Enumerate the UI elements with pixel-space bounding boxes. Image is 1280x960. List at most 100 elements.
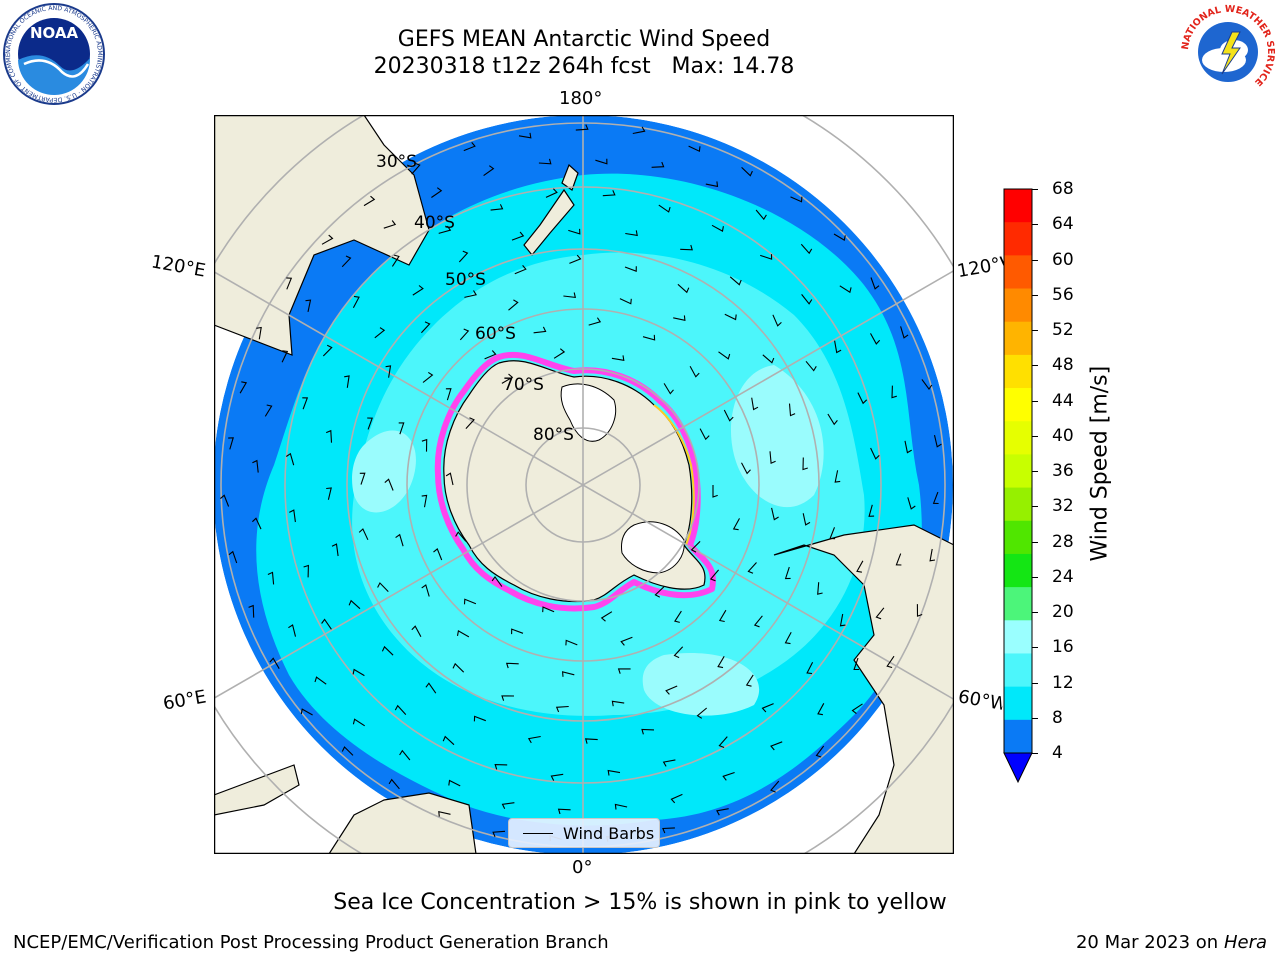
colorbar-tick-mark <box>1032 753 1038 754</box>
wind-barb <box>442 735 455 746</box>
wind-barb <box>722 771 735 781</box>
wind-barb <box>625 230 638 237</box>
wind-barb <box>391 254 400 267</box>
wind-barb <box>494 764 508 770</box>
wind-barb <box>445 388 452 401</box>
wind-barb <box>501 802 515 810</box>
wind-barb <box>492 830 506 838</box>
wind-barbs <box>220 124 942 842</box>
wind-barb <box>465 417 475 429</box>
wind-barb <box>751 397 759 411</box>
wind-barb <box>895 553 902 566</box>
credit-branch: NCEP/EMC/Verification Post Processing Pr… <box>13 932 609 953</box>
wind-barb <box>716 808 729 816</box>
wind-barb <box>689 365 700 378</box>
wind-barb <box>834 470 841 483</box>
wind-barb <box>670 793 683 804</box>
wind-barb <box>352 668 365 677</box>
wind-barb <box>688 145 701 153</box>
lat-label-50s: 50°S <box>445 270 486 290</box>
wind-barb <box>762 354 775 364</box>
colorbar-tick-mark <box>1032 471 1038 472</box>
colorbar-cell <box>1004 587 1032 621</box>
colorbar-tick-label: 28 <box>1052 531 1074 552</box>
colorbar-tick-label: 36 <box>1052 461 1074 481</box>
wind-barb <box>632 126 646 135</box>
colorbar-cell <box>1004 553 1032 588</box>
wind-barb <box>464 290 477 298</box>
wind-barb <box>377 582 389 592</box>
colorbar-tick-mark <box>1032 330 1038 331</box>
wind-barb <box>711 224 724 232</box>
wind-barb <box>933 434 942 448</box>
wind-barb <box>784 566 791 580</box>
colorbar-tick-label: 4 <box>1052 743 1063 763</box>
noaa-logo: NATIONAL OCEANIC AND ATMOSPHERIC ADMINIS… <box>2 2 105 105</box>
wind-barb <box>463 142 476 152</box>
wind-barb <box>833 233 846 241</box>
colorbar-tick-mark <box>1032 400 1038 402</box>
wind-barb <box>491 575 503 587</box>
wind-barb <box>501 695 515 701</box>
credit-date: 20 Mar 2023 on Hera <box>1076 932 1267 953</box>
colorbar-extend-min <box>1003 752 1033 784</box>
wind-barb <box>788 403 796 417</box>
wind-barb <box>302 397 309 410</box>
wind-barb <box>929 548 936 562</box>
wind-barb <box>718 351 731 360</box>
wind-barb <box>709 569 720 582</box>
wind-barb <box>553 348 566 359</box>
wind-barb <box>269 657 280 669</box>
wind-barb <box>385 365 392 378</box>
wind-barb <box>561 671 575 677</box>
wind-barb <box>900 326 909 339</box>
colorbar-tick-mark <box>1032 365 1038 367</box>
wind-barb <box>421 438 428 452</box>
colorbar-tick-label: 48 <box>1052 355 1074 376</box>
africa-land <box>328 792 477 854</box>
colorbar-cell <box>1004 520 1032 555</box>
wind-barb <box>619 298 632 305</box>
colorbar-cell <box>1004 487 1032 522</box>
wind-barb <box>399 749 411 761</box>
wind-barb <box>805 360 817 372</box>
wind-barb <box>705 181 719 188</box>
wind-barb <box>815 745 825 758</box>
wind-barb <box>285 452 295 466</box>
colorbar-cell <box>1004 354 1032 389</box>
wind-barb <box>348 599 361 610</box>
wind-barb <box>267 571 275 585</box>
wind-barb <box>326 487 332 500</box>
wind-barb <box>433 547 443 561</box>
wind-barb <box>663 383 674 395</box>
wind-barb <box>718 609 727 623</box>
wind-barb <box>411 162 421 175</box>
wind-barb <box>662 759 676 767</box>
wind-barb <box>563 292 577 299</box>
wind-barb <box>800 243 813 255</box>
wind-barb <box>870 277 880 290</box>
wind-barb <box>388 778 400 790</box>
wind-barb <box>463 598 477 605</box>
colorbar-cell <box>1004 719 1032 754</box>
wind-barb <box>651 161 665 168</box>
wind-barb <box>220 494 230 507</box>
wind-barb <box>508 299 519 311</box>
madagascar-land <box>214 764 300 816</box>
wind-barb <box>421 494 428 508</box>
lon-label-60w: 60°W <box>956 686 1005 715</box>
wind-barb <box>455 531 467 542</box>
wind-barb <box>545 188 558 198</box>
wind-barb <box>568 228 581 235</box>
wind-barb <box>595 158 608 165</box>
wind-barb <box>642 334 656 341</box>
wind-barb <box>256 326 262 340</box>
wind-barb <box>817 582 823 595</box>
polar-map <box>214 115 954 854</box>
wind-barb <box>511 628 524 635</box>
wind-barb <box>654 586 665 598</box>
wind-barb-legend-line <box>523 832 553 834</box>
wind-barb <box>252 459 259 473</box>
colorbar-tick-mark <box>1032 682 1038 684</box>
wind-barb <box>724 313 737 321</box>
